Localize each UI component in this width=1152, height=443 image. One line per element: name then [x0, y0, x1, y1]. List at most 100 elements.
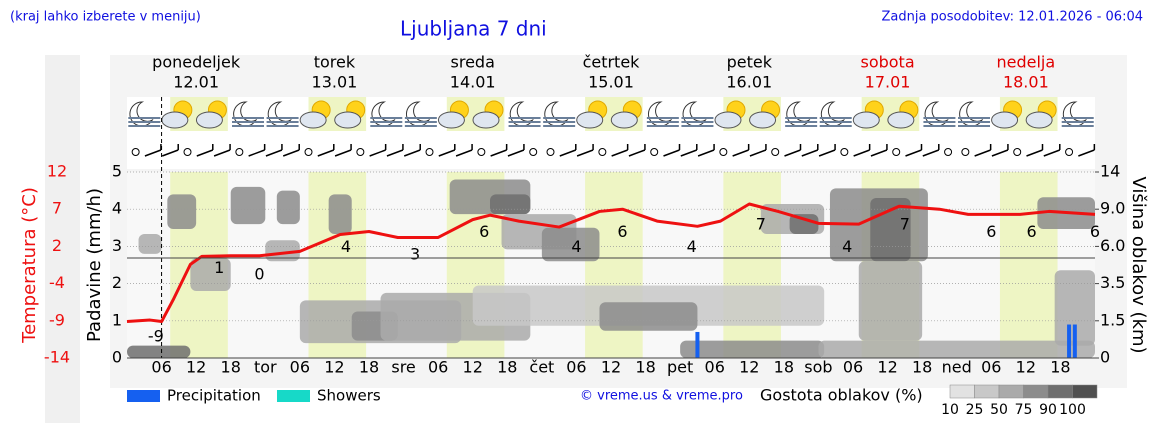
temp-axis-title: Temperatura (°C) [19, 187, 40, 344]
wind-barb [749, 144, 767, 157]
day-name: četrtek [583, 53, 641, 72]
wind-barb [196, 144, 214, 157]
x-tick-label: 12 [463, 358, 483, 377]
day-date: 13.01 [312, 73, 358, 92]
x-tick-label: 12 [186, 358, 206, 377]
x-tick-label: 18 [635, 358, 655, 377]
wind-calm [1065, 148, 1074, 156]
day-name: sreda [451, 53, 495, 72]
x-tick-label: 06 [566, 358, 586, 377]
day-name: nedelja [997, 53, 1056, 72]
cloud-cell [1054, 270, 1095, 346]
y-tick-label: 5 [112, 162, 122, 181]
wind-barb [317, 144, 335, 157]
cloud-cell [265, 240, 300, 262]
icon-cloud [1025, 111, 1053, 129]
x-tick-label: 18 [1050, 358, 1070, 377]
day-date: 16.01 [726, 73, 772, 92]
wind-barb [576, 144, 594, 157]
x-day-label: sre [391, 358, 415, 377]
wind-barb [161, 144, 179, 157]
wind-barb [991, 144, 1009, 157]
wind-calm [944, 148, 953, 156]
icon-moon [647, 101, 673, 127]
icon-moon [544, 101, 569, 127]
temp-label: 6 [1090, 222, 1100, 241]
icon-moon [820, 101, 846, 127]
temp-label: 6 [1027, 222, 1037, 241]
temp-label: 3 [410, 244, 420, 263]
wind-barb [905, 144, 923, 157]
wind-barb [438, 144, 456, 157]
day-date: 18.01 [1003, 73, 1049, 92]
icon-cloud [437, 111, 465, 129]
wind-calm [719, 148, 728, 156]
wind-calm [235, 148, 244, 156]
icon-cloud [887, 111, 915, 129]
x-day-label: sob [804, 358, 832, 377]
y2-tick-label: 0 [1100, 348, 1110, 367]
cloud-cell [541, 227, 600, 262]
x-tick-label: 06 [151, 358, 171, 377]
temp-label: 4 [842, 237, 852, 256]
wind-barb [248, 144, 266, 157]
icon-cloud [991, 111, 1019, 129]
wind-barb [144, 144, 162, 157]
icon-moon [371, 101, 396, 127]
wind-barb [818, 144, 836, 157]
cloud-cell [276, 190, 300, 225]
wind-calm [356, 148, 365, 156]
wind-barb [559, 144, 577, 157]
temp-label: 7 [900, 215, 910, 234]
wind-calm [1013, 148, 1022, 156]
wind-calm [650, 148, 659, 156]
x-tick-label: 18 [359, 358, 379, 377]
temp-label: 4 [687, 237, 697, 256]
density-swatch [1047, 384, 1073, 399]
x-tick-label: 06 [290, 358, 310, 377]
y2-tick-label: 14 [1100, 162, 1120, 181]
wind-barb [732, 144, 750, 157]
legend-label: Showers [317, 387, 381, 405]
density-title: Gostota oblakov (%) [760, 386, 923, 405]
temp-label: -9 [148, 326, 164, 345]
y-tick-label: 2 [112, 273, 122, 292]
x-tick-label: 06 [981, 358, 1001, 377]
density-swatch [998, 384, 1024, 399]
y2-tick-label: 9.0 [1100, 199, 1125, 218]
legend-label: Precipitation [167, 387, 261, 405]
cloud-cell [230, 186, 266, 225]
day-date: 14.01 [450, 73, 496, 92]
x-tick-label: 06 [428, 358, 448, 377]
density-swatch [949, 384, 975, 399]
cloud-cell [138, 234, 162, 254]
day-name: petek [727, 53, 773, 72]
icon-moon [233, 101, 258, 127]
temp-tick-label: -4 [49, 273, 65, 292]
x-day-label: pet [667, 358, 693, 377]
x-tick-label: 12 [324, 358, 344, 377]
cloud-cell [190, 258, 231, 292]
icon-moon [924, 101, 949, 127]
temp-label: 4 [571, 237, 581, 256]
wind-calm [892, 148, 901, 156]
wind-barb [697, 144, 715, 157]
icon-moon [786, 101, 811, 127]
precip-bar [1072, 324, 1077, 358]
wind-calm [546, 148, 555, 156]
wind-calm [529, 148, 538, 156]
temp-label: 6 [479, 222, 489, 241]
cloud-cell [818, 340, 1095, 358]
legend-swatch [127, 390, 160, 402]
legend-swatch [277, 390, 310, 402]
icon-moon [682, 101, 707, 127]
density-label: 25 [966, 402, 984, 418]
icon-cloud [195, 111, 223, 129]
wind-barb [386, 144, 404, 157]
icon-cloud [749, 111, 777, 129]
wind-calm [425, 148, 434, 156]
icon-moon [959, 101, 984, 127]
temp-tick-label: -14 [44, 348, 70, 367]
